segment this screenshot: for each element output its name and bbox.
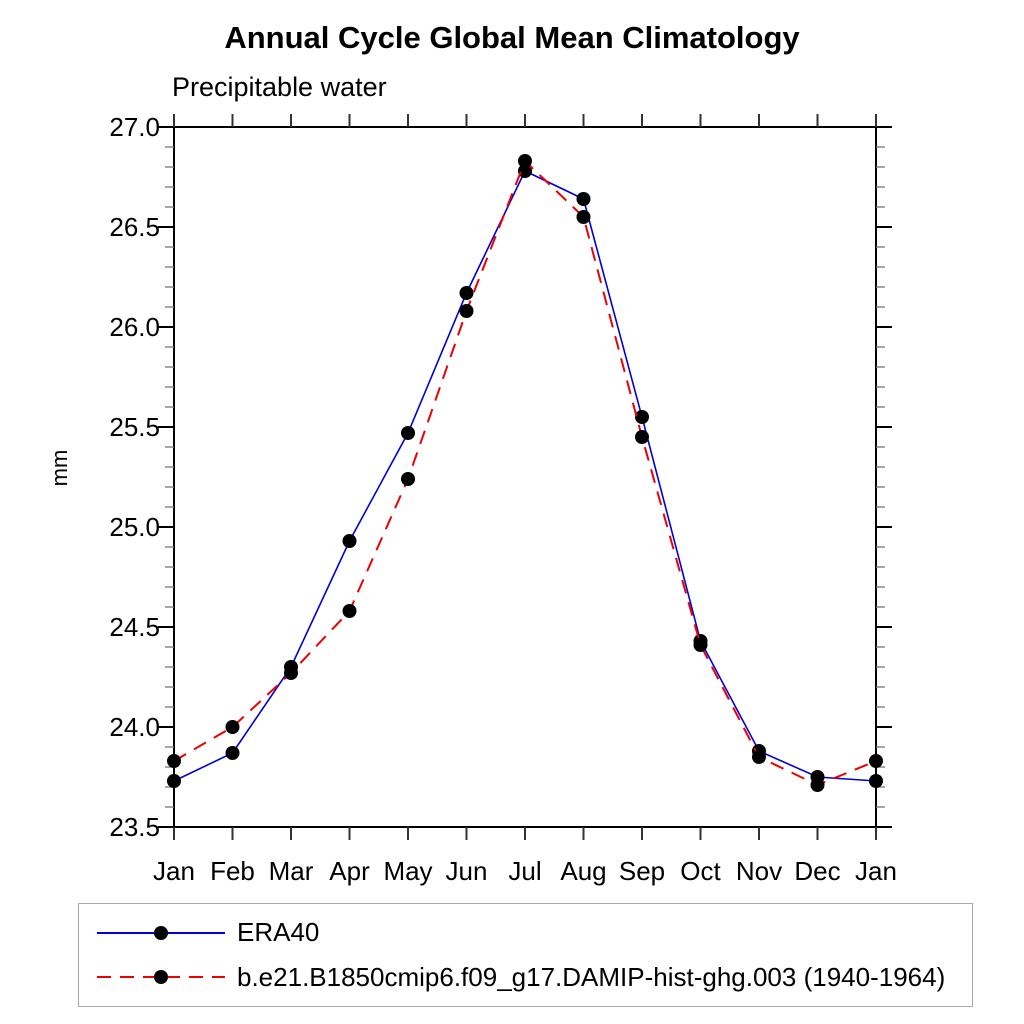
model-run-line-sample xyxy=(97,970,225,985)
series-line-0 xyxy=(173,169,877,782)
data-point-marker xyxy=(225,720,240,734)
era40-line-sample xyxy=(97,925,225,940)
data-point-marker xyxy=(225,746,240,760)
axis-frame xyxy=(173,126,877,828)
data-point-marker xyxy=(576,210,591,224)
data-point-marker xyxy=(518,154,532,168)
x-tick-label: Mar xyxy=(269,856,314,886)
x-tick-label: Dec xyxy=(794,856,840,886)
legend-label-era40: ERA40 xyxy=(237,917,320,948)
data-point-marker xyxy=(284,666,298,680)
data-point-marker xyxy=(342,604,357,618)
y-tick-label: 25.0 xyxy=(109,512,160,542)
era40-sample-marker xyxy=(154,925,168,940)
data-point-marker xyxy=(459,304,474,318)
x-tick-label: Jul xyxy=(508,856,541,886)
data-point-marker xyxy=(342,534,357,548)
y-tick-label: 24.5 xyxy=(109,612,160,642)
legend-box: ERA40 b.e21.B1850cmip6.f09_g17.DAMIP-his… xyxy=(78,903,973,1007)
y-tick-label: 26.5 xyxy=(109,212,160,242)
x-tick-label: Aug xyxy=(560,856,606,886)
x-tick-label: Oct xyxy=(680,856,721,886)
data-point-marker xyxy=(167,774,181,788)
y-tick-label: 26.0 xyxy=(109,312,160,342)
data-point-marker xyxy=(693,638,708,652)
x-tick-label: Jan xyxy=(855,856,897,886)
chart-subtitle: Precipitable water xyxy=(172,72,387,102)
y-tick-label: 23.5 xyxy=(109,812,160,842)
x-tick-label: Sep xyxy=(619,856,665,886)
data-point-marker xyxy=(401,426,415,440)
data-point-marker xyxy=(518,164,532,178)
data-point-marker xyxy=(635,410,649,424)
legend-item-era40: ERA40 xyxy=(79,917,972,948)
y-tick-label: 27.0 xyxy=(109,112,160,142)
y-tick-label: 25.5 xyxy=(109,412,160,442)
data-point-marker xyxy=(167,754,181,768)
x-tick-label: Feb xyxy=(210,856,255,886)
legend-label-model-run: b.e21.B1850cmip6.f09_g17.DAMIP-hist-ghg.… xyxy=(237,961,946,992)
data-point-marker xyxy=(401,472,415,486)
data-point-marker xyxy=(635,430,649,444)
data-point-marker xyxy=(459,286,474,300)
data-point-marker xyxy=(810,778,825,792)
data-point-marker xyxy=(576,192,591,206)
model-run-sample-marker xyxy=(154,970,168,985)
x-tick-label: May xyxy=(383,856,432,886)
x-tick-label: Jan xyxy=(153,856,195,886)
data-point-marker xyxy=(752,750,766,764)
y-tick-label: 24.0 xyxy=(109,712,160,742)
legend-item-model-run: b.e21.B1850cmip6.f09_g17.DAMIP-hist-ghg.… xyxy=(79,962,972,993)
x-tick-label: Jun xyxy=(446,856,488,886)
series-line-1 xyxy=(173,159,877,787)
data-point-marker xyxy=(869,754,883,768)
chart-title: Annual Cycle Global Mean Climatology xyxy=(224,20,800,55)
x-tick-label: Apr xyxy=(329,856,370,886)
data-point-marker xyxy=(869,774,883,788)
x-tick-label: Nov xyxy=(736,856,782,886)
